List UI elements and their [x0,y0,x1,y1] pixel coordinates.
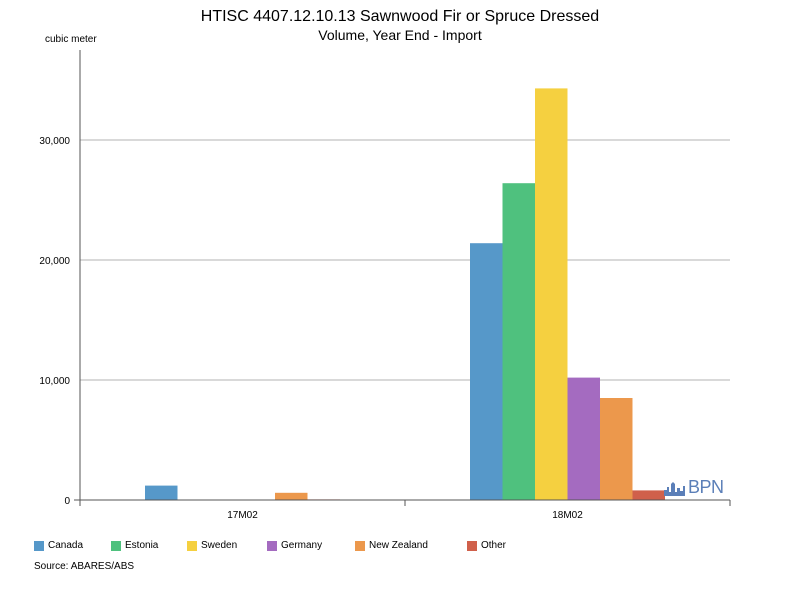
legend-item: Sweden [187,540,237,551]
y-tick-label: 0 [64,496,70,507]
legend-item: Other [467,540,506,551]
y-tick-labels: 0 10,000 20,000 30,000 [39,136,70,507]
legend-label: Estonia [125,540,159,551]
y-tick-label: 20,000 [39,256,70,267]
bar [632,490,665,500]
legend-label: Sweden [201,540,238,551]
legend-swatch [267,540,277,551]
bpn-logo: BPN [664,478,724,496]
legend-swatch [187,540,197,551]
x-tick-label: 18M02 [552,510,583,521]
legend-label: Other [481,540,507,551]
legend-item: New Zealand [355,540,428,551]
y-tick-label: 30,000 [39,136,70,147]
x-tick-labels: 17M02 18M02 [227,510,583,521]
bar [275,492,308,500]
bars [145,88,665,501]
bar [502,183,535,500]
legend-item: Canada [34,540,83,551]
legend-swatch [111,540,121,551]
legend-swatch [34,540,44,551]
bpn-logo-text: BPN [688,477,724,497]
legend-item: Estonia [111,540,158,551]
legend-item: Germany [267,540,322,551]
bar [567,377,600,500]
legend: Canada Estonia Sweden Germany New Zealand Oth… [34,540,774,556]
y-tick-label: 10,000 [39,376,70,387]
legend-swatch [467,540,477,551]
legend-label: Germany [281,540,323,551]
bar [535,88,568,501]
axes [74,50,731,506]
legend-swatch [355,540,365,551]
chart-subtitle: Volume, Year End - Import [318,27,482,43]
bpn-skyline-icon [664,482,685,496]
x-tick-label: 17M02 [227,510,258,521]
bar [145,485,178,500]
legend-label: New Zealand [369,540,428,551]
chart-title: HTISC 4407.12.10.13 Sawnwood Fir or Spru… [201,8,599,25]
bar [470,243,503,500]
legend-label: Canada [48,540,84,551]
bar [600,398,633,500]
y-axis-label: cubic meter [45,34,97,45]
gridlines [80,139,730,381]
source-note: Source: ABARES/ABS [34,561,135,572]
